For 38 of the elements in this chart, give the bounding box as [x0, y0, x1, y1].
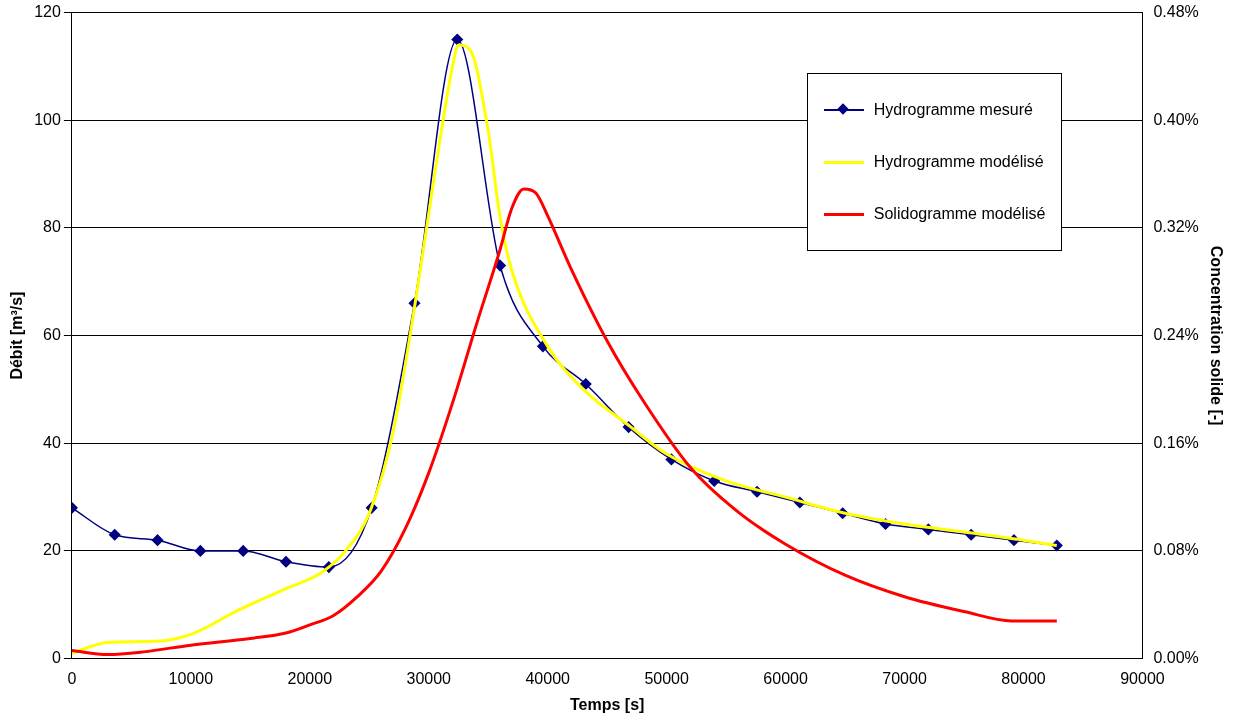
x-tick-label: 20000 [287, 669, 333, 687]
y2-tick-label: 0.48% [1153, 3, 1199, 21]
x-tick-label: 30000 [406, 669, 452, 687]
y2-tick-label: 0.08% [1153, 541, 1199, 559]
x-tick-label: 10000 [168, 669, 214, 687]
y-tick-label: 120 [34, 3, 61, 21]
point [451, 33, 464, 46]
point [108, 529, 121, 541]
x-tick-label: 80000 [1001, 669, 1046, 687]
y-tick-label: 20 [43, 541, 61, 559]
legend-label: Hydrogramme mesuré [873, 100, 1033, 119]
x-axis-title: Temps [s] [569, 695, 645, 713]
y-tick-label: 80 [43, 218, 61, 236]
y2-tick-label: 0.00% [1153, 649, 1199, 667]
y-tick-label: 40 [43, 433, 61, 451]
x-tick-label: 60000 [763, 669, 808, 687]
y2-tick-label: 0.32% [1153, 218, 1199, 236]
point [151, 534, 164, 546]
y-tick-label: 0 [51, 649, 61, 667]
legend-label: Solidogramme modélisé [873, 204, 1046, 223]
y2-tick-label: 0.24% [1153, 326, 1199, 344]
x-tick-label: 70000 [882, 669, 927, 687]
y-tick-label: 60 [43, 326, 61, 344]
y-tick-label: 100 [34, 110, 61, 128]
x-tick-label: 40000 [525, 669, 571, 687]
x-tick-label: 50000 [644, 669, 689, 687]
point [580, 378, 592, 390]
point [194, 545, 207, 557]
line-series [71, 187, 1059, 657]
y-axis-title: Débit [m³/s] [8, 291, 26, 380]
point [237, 545, 249, 557]
x-tick-label: 0 [67, 669, 77, 687]
point [280, 555, 292, 568]
y2-tick-label: 0.16% [1153, 433, 1199, 451]
legend-label: Hydrogramme modélisé [873, 152, 1044, 171]
y2-axis-title: Concentration solide [-] [1207, 245, 1225, 426]
x-tick-label: 90000 [1120, 669, 1165, 687]
y2-tick-label: 0.40% [1153, 110, 1199, 128]
